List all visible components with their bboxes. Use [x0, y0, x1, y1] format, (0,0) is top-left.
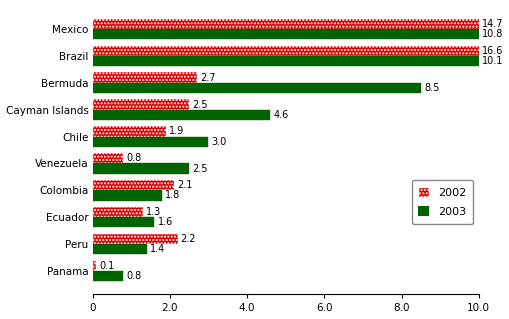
Text: 10.1: 10.1 [482, 56, 503, 66]
Text: 2.7: 2.7 [200, 73, 215, 83]
Bar [93, 217, 154, 227]
Text: 14.7: 14.7 [482, 19, 503, 29]
Text: 2.5: 2.5 [192, 164, 208, 174]
Text: 1.4: 1.4 [150, 244, 165, 254]
Text: 0.8: 0.8 [127, 271, 142, 281]
Text: 8.5: 8.5 [424, 83, 439, 93]
Bar [93, 207, 143, 217]
Bar [93, 126, 166, 137]
Bar [93, 19, 509, 29]
Text: 1.9: 1.9 [169, 126, 184, 137]
Bar [93, 137, 209, 147]
Text: 2.1: 2.1 [177, 180, 192, 190]
Bar [93, 244, 147, 254]
Text: 16.6: 16.6 [482, 46, 503, 56]
Text: 1.8: 1.8 [165, 190, 181, 200]
Text: 2.2: 2.2 [181, 234, 196, 244]
Text: 0.8: 0.8 [127, 153, 142, 163]
Text: 1.3: 1.3 [146, 207, 161, 217]
Bar [93, 46, 509, 56]
Bar [93, 29, 509, 39]
Bar [93, 110, 270, 120]
Bar [93, 234, 178, 244]
Text: 0.1: 0.1 [100, 261, 115, 271]
Bar [93, 180, 174, 190]
Bar [93, 163, 189, 174]
Bar [93, 153, 124, 163]
Text: 10.8: 10.8 [482, 29, 503, 39]
Bar [93, 72, 197, 83]
Bar [93, 56, 483, 66]
Text: 3.0: 3.0 [212, 137, 227, 147]
Bar [93, 190, 162, 201]
Bar [93, 100, 189, 110]
Text: 1.6: 1.6 [157, 217, 173, 227]
Legend: 2002, 2003: 2002, 2003 [412, 180, 473, 224]
Text: 4.6: 4.6 [273, 110, 289, 120]
Bar [93, 271, 124, 281]
Bar [93, 261, 97, 271]
Text: 2.5: 2.5 [192, 100, 208, 109]
Bar [93, 83, 421, 93]
